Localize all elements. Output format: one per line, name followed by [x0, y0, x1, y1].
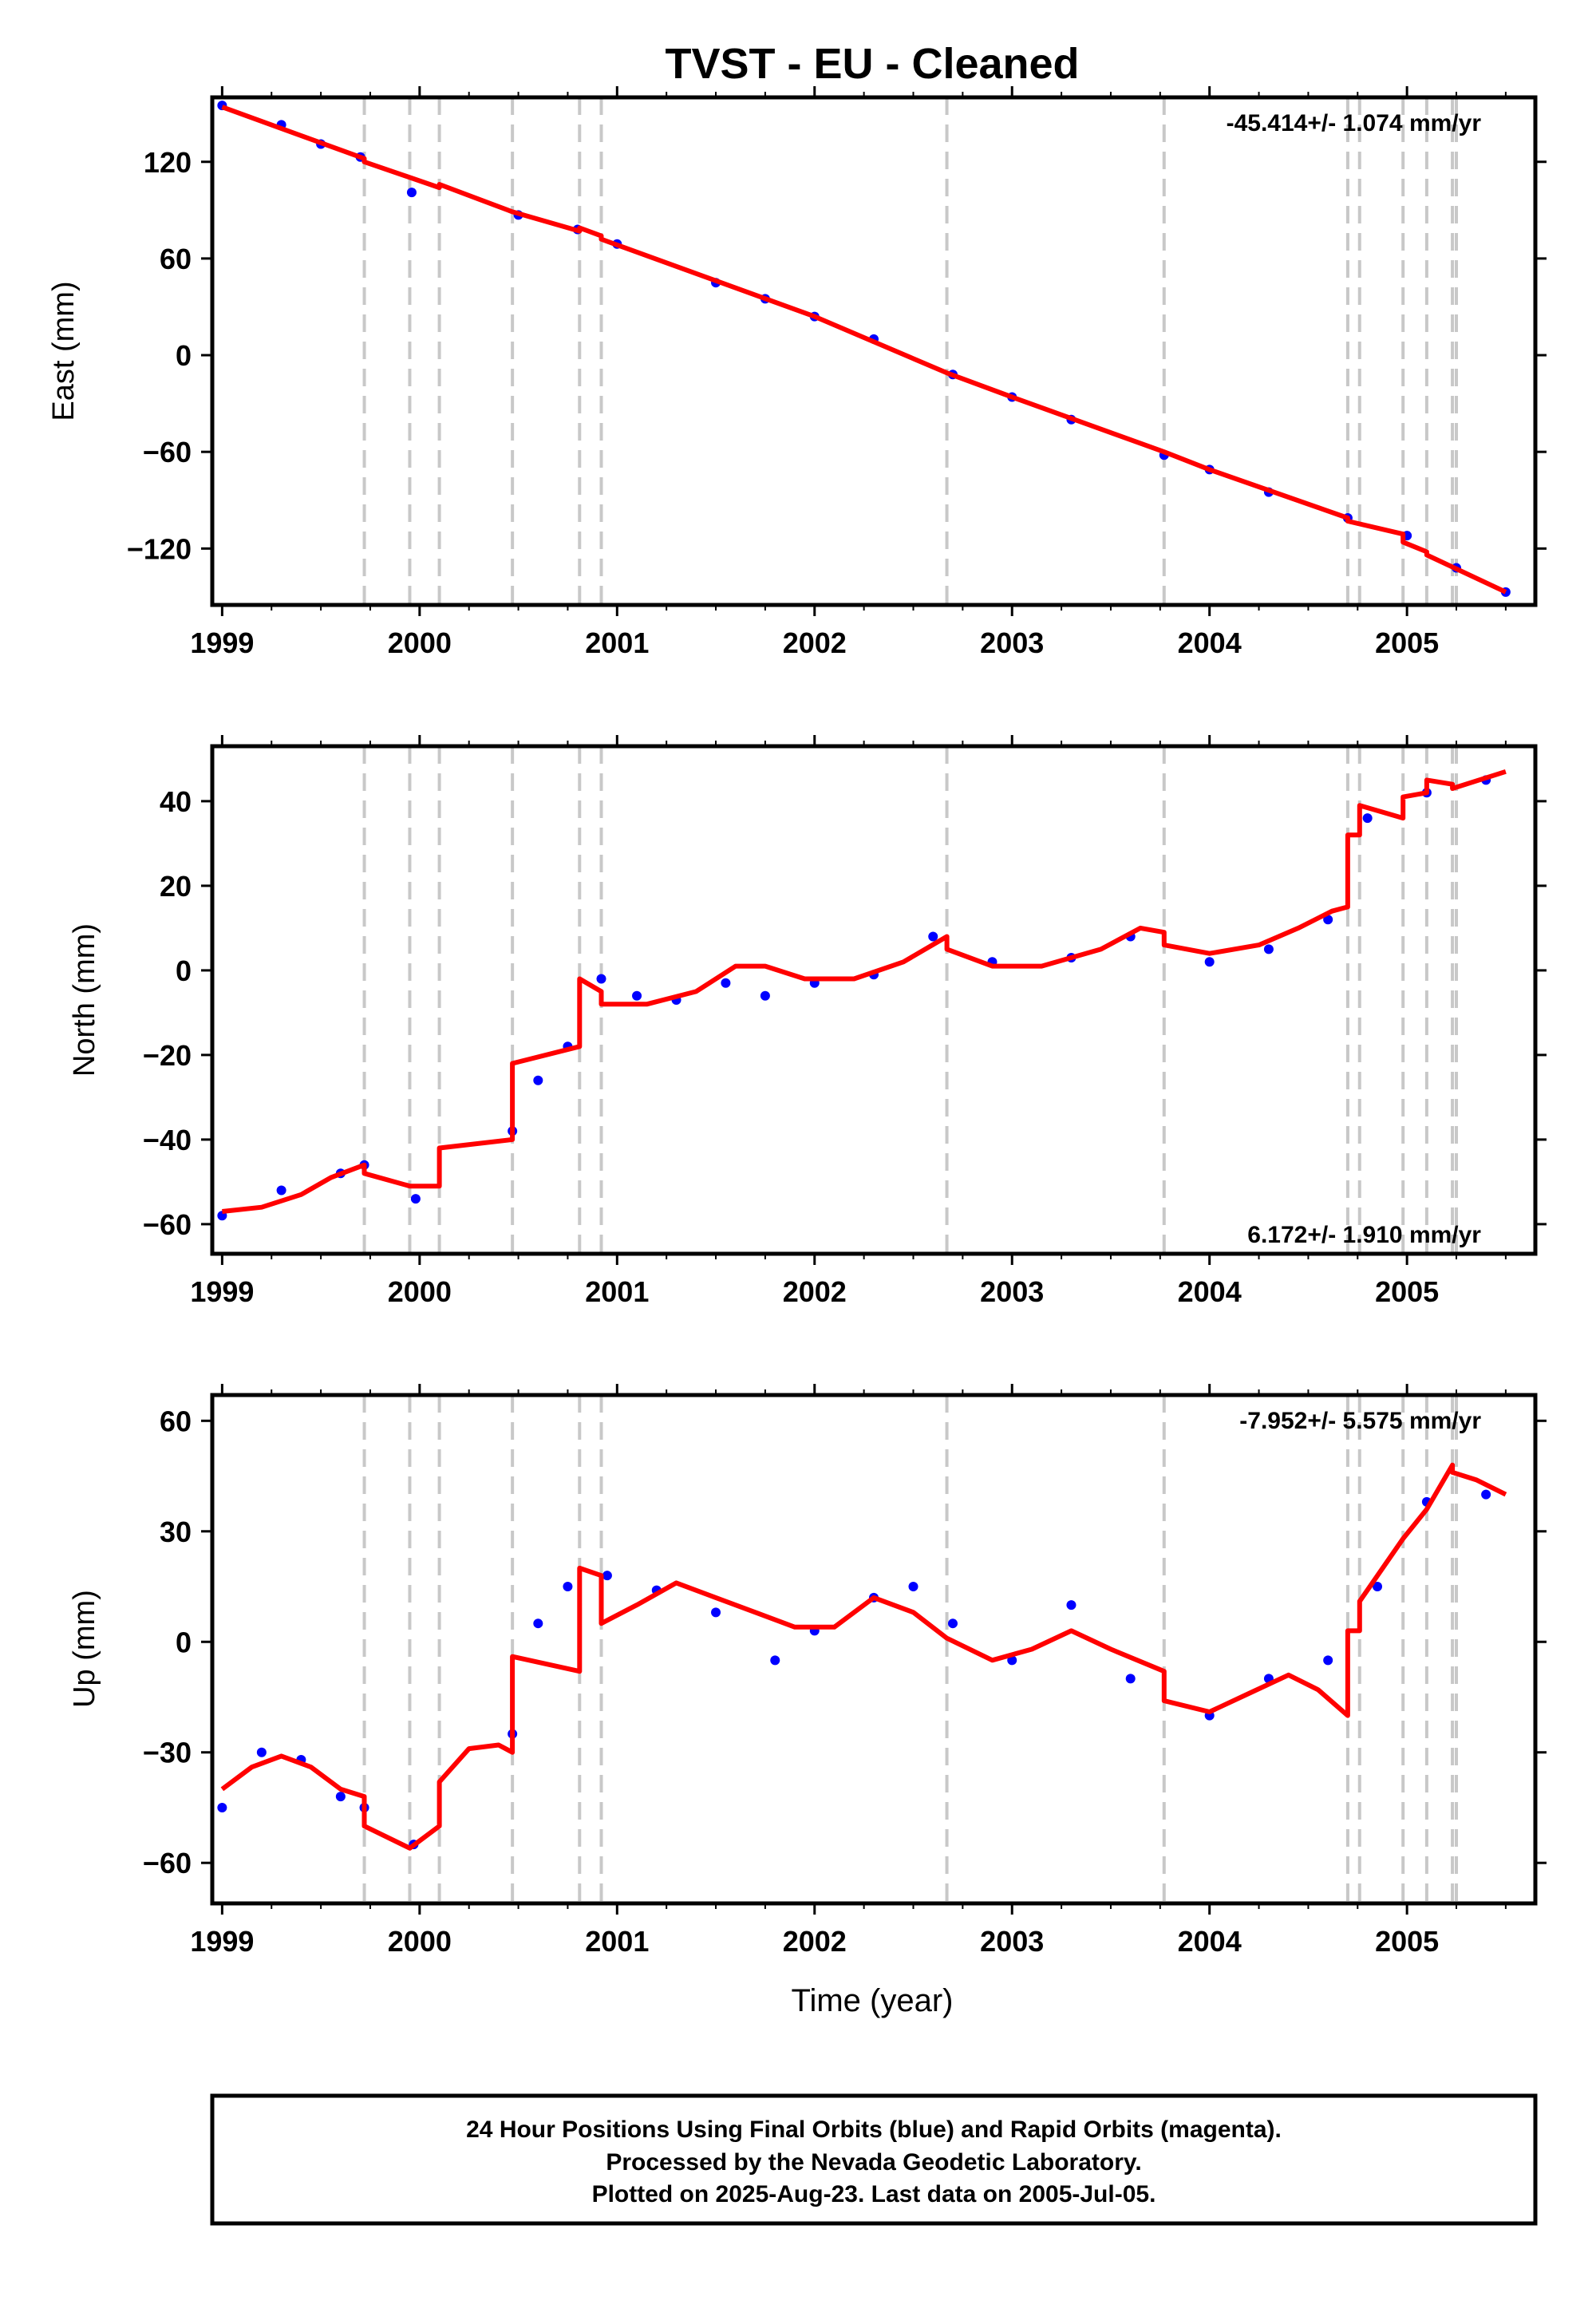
data-point: [770, 1655, 780, 1666]
rate-label: 6.172+/- 1.910 mm/yr: [1247, 1222, 1481, 1248]
data-point: [1323, 1655, 1333, 1666]
data-point: [533, 1075, 543, 1085]
north-panel: 1999 2000 2001 2002 2003 2004 2005 40 20 0 −20 −40 −…: [68, 735, 1547, 1308]
data-point: [1373, 1582, 1383, 1592]
east-panel: 1999 2000 2001 2002 2003 2004 2005 120 60 0 −60 −12…: [47, 86, 1547, 659]
data-point: [1204, 957, 1215, 967]
data-point: [760, 990, 770, 1001]
x-tick-label: 2001: [585, 1275, 649, 1308]
data-point: [256, 1747, 267, 1757]
x-tick-label: 2002: [783, 1925, 847, 1958]
data-point: [410, 1194, 421, 1204]
x-tick-label: 1999: [190, 1275, 254, 1308]
data-point: [276, 1185, 286, 1196]
y-tick-label: 30: [160, 1516, 192, 1548]
y-tick-label: −60: [143, 436, 192, 468]
plot-area: [212, 97, 1535, 605]
y-tick-label: −120: [127, 532, 192, 565]
footer-frame: [210, 2093, 1538, 2226]
data-point: [947, 1618, 958, 1629]
y-tick-label: 60: [160, 243, 192, 275]
x-tick-label: 1999: [190, 626, 254, 659]
data-point: [1066, 1600, 1077, 1611]
y-tick-label: 120: [144, 146, 192, 179]
x-tick-label: 2000: [388, 1275, 452, 1308]
data-point: [533, 1618, 543, 1629]
x-tick-label: 2005: [1375, 1925, 1439, 1958]
y-tick-label: 0: [176, 339, 192, 372]
data-point: [563, 1582, 573, 1592]
x-tick-label: 2004: [1178, 1275, 1242, 1308]
y-axis-label: North (mm): [68, 923, 101, 1077]
plot-frame: [210, 95, 1538, 607]
y-tick-label: 0: [176, 1626, 192, 1658]
model-line: [220, 1462, 1507, 1851]
y-tick-label: −30: [143, 1737, 192, 1769]
x-tick-label: 2004: [1178, 1925, 1242, 1958]
y-tick-label: −20: [143, 1039, 192, 1072]
y-axis-label: East (mm): [47, 281, 81, 421]
y-axis-label: Up (mm): [68, 1590, 101, 1708]
x-tick-label: 2001: [585, 1925, 649, 1958]
x-tick-label: 2002: [783, 626, 847, 659]
data-point: [1125, 1674, 1136, 1684]
y-tick-label: 0: [176, 954, 192, 987]
y-tick-label: 20: [160, 870, 192, 903]
plot-area: [212, 746, 1535, 1254]
data-point: [711, 1607, 721, 1618]
x-tick-label: 2005: [1375, 1275, 1439, 1308]
data-point: [1323, 915, 1333, 925]
x-tick-label: 2003: [980, 1275, 1044, 1308]
data-point: [632, 990, 642, 1001]
x-tick-label: 2004: [1178, 626, 1242, 659]
model-line: [221, 105, 1507, 595]
rate-label: -7.952+/- 5.575 mm/yr: [1239, 1408, 1481, 1434]
rate-label: -45.414+/- 1.074 mm/yr: [1227, 110, 1482, 136]
y-tick-label: −60: [143, 1208, 192, 1241]
footer-line-1: 24 Hour Positions Using Final Orbits (bl…: [466, 2116, 1282, 2143]
plot-area: [212, 1395, 1535, 1903]
x-tick-label: 2000: [388, 1925, 452, 1958]
plot-frame: [210, 1393, 1538, 1906]
plot-frame: [210, 744, 1538, 1256]
x-tick-label: 2000: [388, 626, 452, 659]
x-axis-label: Time (year): [792, 1983, 954, 2018]
data-point: [908, 1582, 918, 1592]
data-point: [335, 1792, 346, 1802]
model-line: [222, 769, 1507, 1214]
x-tick-label: 2001: [585, 626, 649, 659]
x-tick-label: 2002: [783, 1275, 847, 1308]
figure-title: TVST - EU - Cleaned: [665, 40, 1079, 88]
x-tick-label: 2003: [980, 626, 1044, 659]
x-tick-label: 1999: [190, 1925, 254, 1958]
x-tick-label: 2003: [980, 1925, 1044, 1958]
up-panel: 1999 2000 2001 2002 2003 2004 2005 60 30 0 −30 −60 U…: [68, 1384, 1547, 1958]
y-tick-label: 60: [160, 1405, 192, 1437]
footer-line-2: Processed by the Nevada Geodetic Laborat…: [606, 2149, 1141, 2176]
data-point: [928, 931, 938, 942]
data-point: [217, 1802, 227, 1812]
data-point: [1481, 1489, 1491, 1500]
x-tick-label: 2005: [1375, 626, 1439, 659]
footer-box: 24 Hour Positions Using Final Orbits (bl…: [210, 2093, 1538, 2226]
data-point: [596, 974, 606, 984]
data-point: [1263, 944, 1274, 954]
data-point: [602, 1571, 612, 1581]
footer-line-3: Plotted on 2025-Aug-23. Last data on 200…: [592, 2181, 1156, 2207]
data-point: [721, 978, 731, 988]
data-point: [406, 188, 417, 198]
y-tick-label: −60: [143, 1847, 192, 1879]
data-point: [1362, 813, 1373, 824]
y-tick-label: −40: [143, 1124, 192, 1156]
y-tick-label: 40: [160, 785, 192, 818]
